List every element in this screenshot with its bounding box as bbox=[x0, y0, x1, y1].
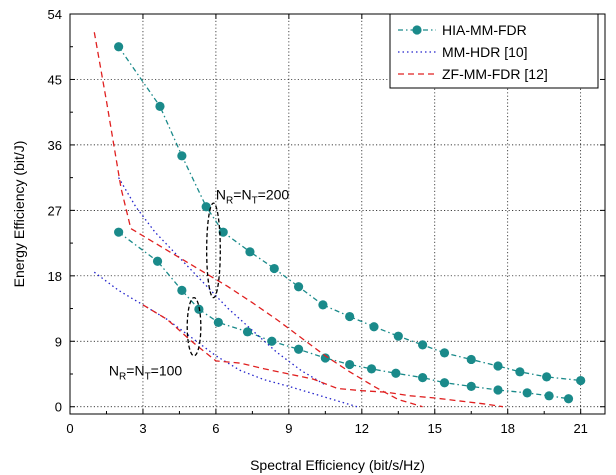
data-point bbox=[320, 353, 330, 363]
data-point bbox=[293, 344, 304, 354]
annotation-text: =200 bbox=[258, 186, 290, 202]
data-point bbox=[418, 373, 428, 383]
series-line bbox=[93, 271, 358, 408]
data-point bbox=[114, 227, 124, 237]
annotation-subscript: R bbox=[226, 195, 233, 206]
data-point bbox=[563, 394, 574, 404]
y-tick-label: 36 bbox=[48, 138, 62, 153]
x-tick-label: 21 bbox=[573, 421, 587, 436]
legend-marker bbox=[412, 25, 422, 35]
annotation-n100: NR=NT=100 bbox=[109, 362, 183, 382]
data-point bbox=[515, 367, 525, 377]
y-tick-label: 45 bbox=[48, 72, 62, 87]
data-point bbox=[345, 311, 355, 322]
data-point bbox=[114, 42, 124, 52]
data-point bbox=[544, 391, 554, 401]
series-layer bbox=[93, 32, 586, 408]
data-point bbox=[213, 317, 223, 327]
data-point bbox=[177, 151, 187, 161]
y-axis-title: Energy Efficiency (bit/J) bbox=[11, 141, 27, 288]
data-point bbox=[542, 372, 552, 382]
data-point bbox=[369, 322, 379, 332]
data-point bbox=[152, 256, 163, 266]
highlight-ellipse bbox=[206, 202, 221, 299]
x-tick-label: 0 bbox=[66, 421, 73, 436]
annotation-text: =N bbox=[233, 186, 251, 202]
highlight-ellipse bbox=[186, 296, 202, 357]
y-tick-label: 0 bbox=[55, 400, 62, 415]
series-line bbox=[118, 231, 569, 400]
data-point bbox=[576, 375, 586, 386]
series-line bbox=[142, 304, 503, 408]
data-point bbox=[155, 101, 165, 111]
series-line bbox=[93, 32, 423, 408]
annotation-subscript: T bbox=[145, 371, 151, 382]
x-tick-label: 15 bbox=[428, 421, 442, 436]
data-point bbox=[345, 359, 355, 370]
annotation-subscript: R bbox=[119, 371, 126, 382]
data-point bbox=[177, 285, 187, 295]
data-point bbox=[318, 300, 328, 310]
x-tick-label: 18 bbox=[500, 421, 514, 436]
x-tick-label: 12 bbox=[355, 421, 369, 436]
data-point bbox=[242, 327, 253, 337]
series-line bbox=[118, 177, 326, 386]
legend: HIA-MM-FDR MM-HDR [10] ZF-MM-FDR [12] bbox=[389, 13, 599, 89]
data-point bbox=[393, 331, 403, 341]
data-point bbox=[493, 385, 503, 395]
x-tick-label: 6 bbox=[212, 421, 219, 436]
data-point bbox=[293, 282, 304, 292]
y-tick-label: 27 bbox=[48, 203, 62, 218]
data-point bbox=[439, 378, 450, 388]
data-point bbox=[366, 364, 377, 374]
x-tick-label: 9 bbox=[285, 421, 292, 436]
legend-label: HIA-MM-FDR bbox=[442, 22, 527, 38]
data-point bbox=[466, 381, 476, 391]
annotation-text: N bbox=[109, 362, 119, 378]
data-point bbox=[439, 348, 450, 358]
data-point bbox=[218, 227, 228, 237]
data-point bbox=[466, 354, 476, 365]
data-point bbox=[493, 361, 503, 371]
y-tick-label: 9 bbox=[55, 334, 62, 349]
annotation-text: N bbox=[216, 186, 226, 202]
annotation-n200: NR=NT=200 bbox=[216, 186, 290, 206]
plot-frame bbox=[69, 13, 606, 415]
annotation-text: =N bbox=[126, 362, 144, 378]
series-line bbox=[118, 46, 581, 382]
data-point bbox=[522, 388, 532, 398]
y-tick-label: 54 bbox=[48, 7, 62, 22]
x-axis-title: Spectral Efficiency (bit/s/Hz) bbox=[250, 457, 425, 473]
x-tick-label: 3 bbox=[139, 421, 146, 436]
legend-label: ZF-MM-FDR [12] bbox=[442, 66, 548, 82]
data-point bbox=[201, 202, 211, 212]
annotation-text: =100 bbox=[151, 362, 183, 378]
y-tick-label: 18 bbox=[48, 269, 62, 284]
data-point bbox=[269, 263, 279, 274]
legend-label: MM-HDR [10] bbox=[442, 44, 528, 60]
data-point bbox=[267, 336, 277, 346]
annotation-subscript: T bbox=[252, 195, 258, 206]
data-point bbox=[391, 368, 401, 378]
data-point bbox=[245, 247, 255, 257]
data-point bbox=[418, 340, 428, 350]
legend-box bbox=[389, 13, 599, 89]
